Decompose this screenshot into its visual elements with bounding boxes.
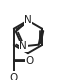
Text: N: N bbox=[24, 15, 32, 25]
Text: O: O bbox=[10, 73, 18, 80]
Text: N: N bbox=[19, 41, 27, 51]
Text: O: O bbox=[25, 56, 34, 66]
